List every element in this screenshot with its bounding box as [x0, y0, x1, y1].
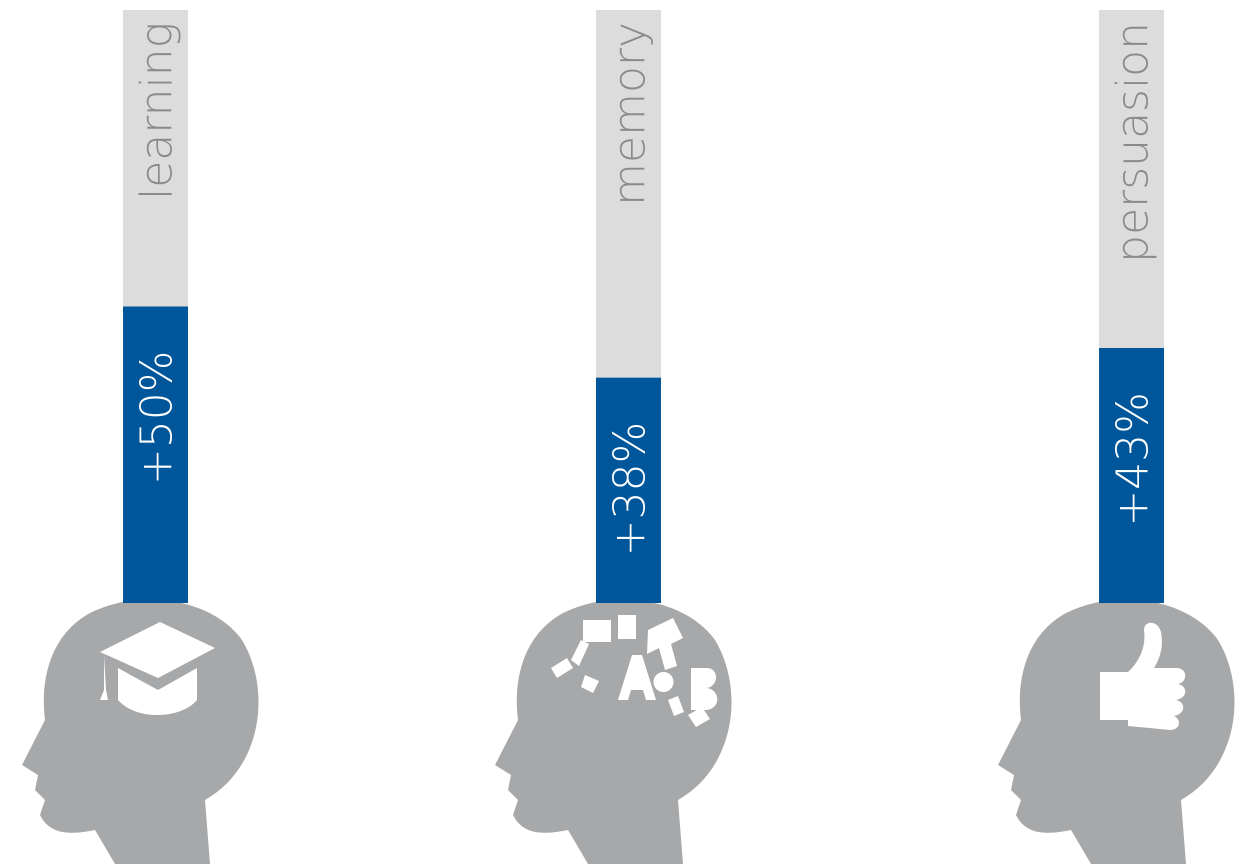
category-label: persuasion: [1108, 22, 1159, 263]
value-label: +43%: [1108, 392, 1159, 527]
value-label: +38%: [605, 422, 656, 557]
category-label: memory: [605, 22, 656, 206]
value-label: +50%: [132, 351, 183, 486]
head-learning: [22, 599, 259, 864]
head-persuasion: [998, 599, 1235, 864]
head-memory: [495, 599, 732, 864]
category-label: learning: [132, 22, 183, 200]
chart: learning +50% memory +38% persuasion +43%: [0, 0, 1236, 864]
